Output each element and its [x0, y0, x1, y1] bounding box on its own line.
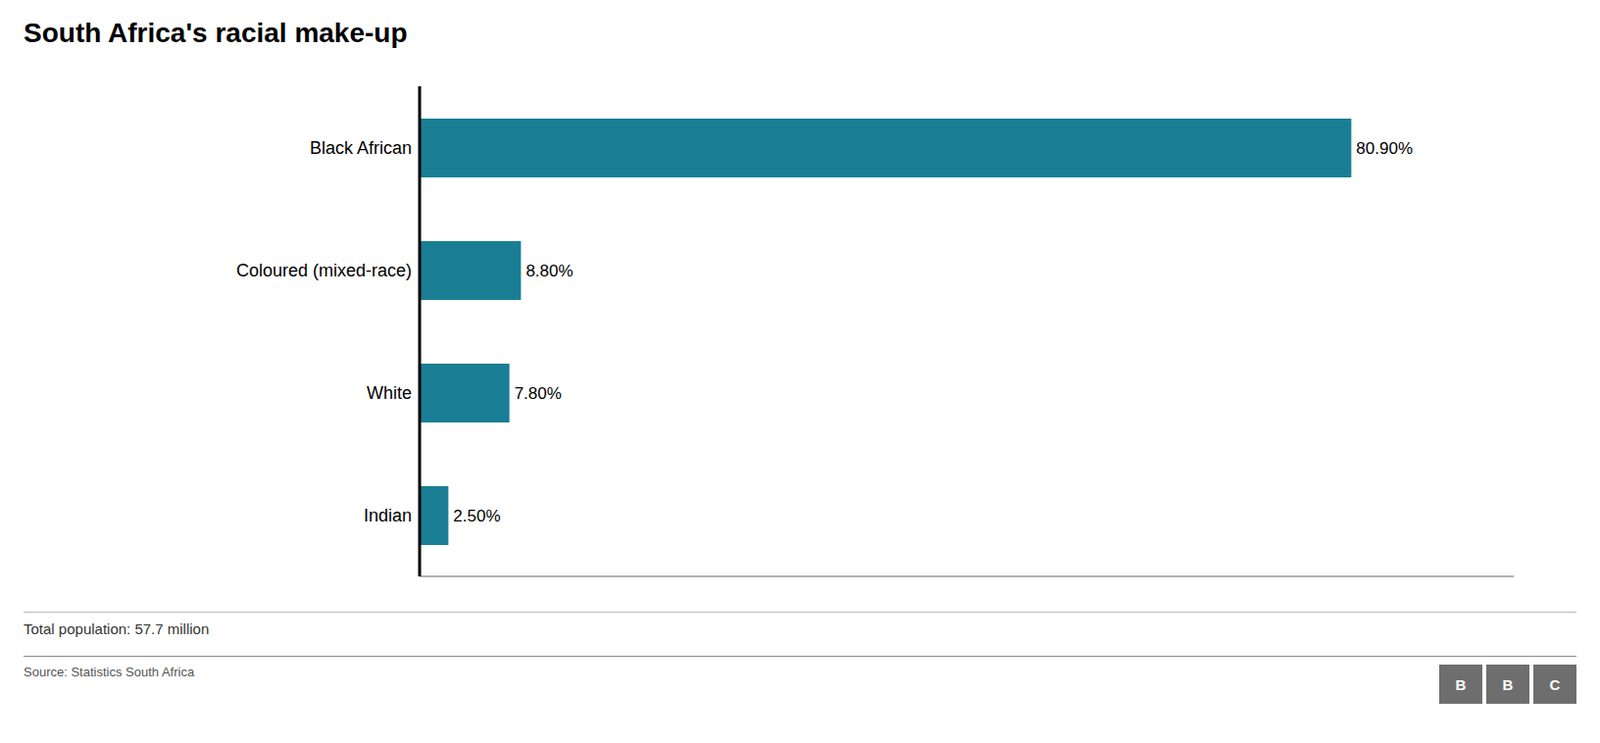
svg-text:White: White [366, 383, 412, 403]
html-text:B: B [1455, 675, 1467, 693]
svg-text:Coloured (mixed-race): Coloured (mixed-race) [236, 260, 412, 281]
svg-text:Black African: Black African [309, 138, 412, 158]
svg-text:8.80%: 8.80% [525, 261, 573, 281]
html-text:South Africa's racial make-up: South Africa's racial make-up [23, 17, 408, 49]
svg-text:2.50%: 2.50% [452, 506, 500, 526]
svg-text:7.80%: 7.80% [514, 384, 562, 403]
html-text:C: C [1549, 675, 1561, 693]
html-text:Total population: 57.7 million: Total population: 57.7 million [23, 620, 210, 638]
svg-text:80.90%: 80.90% [1355, 139, 1413, 158]
html-text:B: B [1502, 675, 1514, 693]
html-text:Source: Statistics South Afric: Source: Statistics South Africa [23, 664, 195, 680]
svg-text:Indian: Indian [363, 505, 412, 526]
